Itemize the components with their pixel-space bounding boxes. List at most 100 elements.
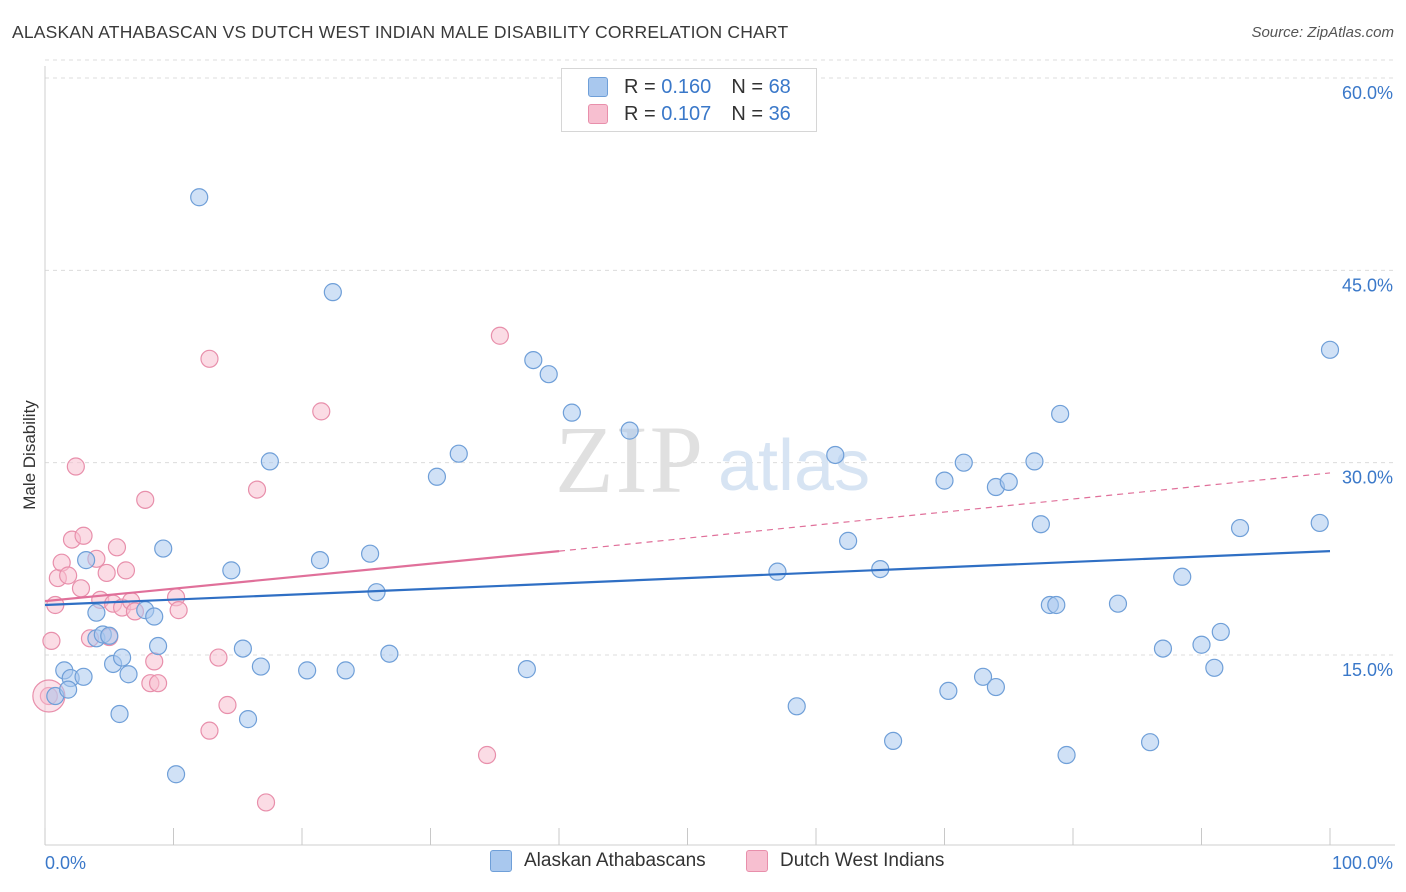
data-point-dutch [200,721,219,740]
source-label: Source: ZipAtlas.com [1251,24,1394,41]
data-point-alaskan [787,697,806,716]
data-point-dutch [209,648,228,667]
data-point-alaskan [190,188,209,207]
data-point-alaskan [1031,515,1050,534]
data-point-alaskan [562,403,581,422]
data-point-alaskan [1310,513,1329,533]
data-point-dutch [97,563,116,583]
data-point-dutch [66,457,85,476]
data-point-dutch [256,793,276,812]
data-point-alaskan [251,657,270,676]
series-alaskan-athabascans [46,188,1340,784]
series-legend: Alaskan Athabascans Dutch West Indians [0,850,1406,878]
data-point-alaskan [883,731,903,751]
trend-lines [44,472,1331,607]
data-point-alaskan [427,467,447,486]
data-point-alaskan [539,365,558,384]
series-dutch-west-indians [32,326,509,812]
data-point-alaskan [1211,622,1230,642]
data-point-alaskan [361,544,380,563]
x-tick-label: 0.0% [45,853,86,873]
data-point-alaskan [939,681,958,701]
correlation-legend: R = 0.160 N = 68 R = 0.107 N = 36 [561,68,817,132]
data-point-alaskan [323,283,342,302]
data-point-alaskan [1047,595,1066,615]
data-point-alaskan [110,704,129,724]
legend-row-alaskan: R = 0.160 N = 68 [588,74,791,100]
legend-r-label: R = [624,75,656,98]
data-point-alaskan [1108,594,1128,613]
y-tick-label: 60.0% [1342,83,1393,103]
legend-n-value: 68 [768,75,791,98]
data-point-dutch [490,326,509,345]
data-point-alaskan [119,665,138,684]
data-point-alaskan [1051,404,1070,424]
data-point-dutch [145,652,164,671]
data-point-dutch [148,674,168,693]
data-point-alaskan [1057,745,1076,765]
data-point-alaskan [336,661,355,680]
legend-n-label: N = [731,75,763,98]
data-point-alaskan [154,539,173,558]
data-point-alaskan [74,667,93,686]
data-point-alaskan [112,648,132,667]
y-tick-label: 45.0% [1342,275,1393,295]
x-tick-label: 100.0% [1332,853,1393,873]
data-point-alaskan [449,444,468,463]
data-point-alaskan [238,710,258,729]
legend-label-dutch: Dutch West Indians [780,850,945,871]
legend-swatch-blue [490,850,512,872]
data-point-alaskan [1192,635,1211,654]
data-point-alaskan [77,551,96,570]
data-point-alaskan [1230,518,1250,538]
data-point-dutch [136,490,155,509]
chart-title: ALASKAN ATHABASCAN VS DUTCH WEST INDIAN … [12,22,789,42]
legend-item-dutch[interactable]: Dutch West Indians [746,850,944,872]
data-point-alaskan [524,350,543,370]
data-point-dutch [169,601,188,620]
data-point-alaskan [826,445,845,465]
grid-lines [45,59,1395,656]
data-point-alaskan [87,603,106,622]
data-point-alaskan [935,471,954,490]
data-point-alaskan [999,472,1018,491]
data-point-alaskan [233,639,252,658]
axes [44,66,1395,846]
legend-swatch-pink [746,850,768,872]
data-point-alaskan [1205,658,1224,677]
legend-label-alaskan: Alaskan Athabascans [524,850,706,871]
data-point-dutch [107,538,127,557]
data-point-alaskan [1320,340,1340,359]
data-point-alaskan [380,644,399,663]
data-point-alaskan [768,562,787,581]
data-point-dutch [74,526,93,545]
data-point-dutch [116,561,136,580]
data-point-alaskan [954,453,973,472]
data-point-dutch [218,695,237,715]
legend-r-label: R = [624,102,656,125]
data-point-alaskan [620,421,639,440]
data-point-dutch [247,480,267,499]
legend-swatch-pink [588,104,608,124]
data-point-alaskan [517,660,536,679]
data-point-alaskan [298,661,317,680]
data-point-dutch [200,349,219,368]
y-tick-label: 30.0% [1342,468,1393,488]
legend-r-value: 0.107 [661,102,712,125]
y-tick-label: 15.0% [1342,660,1393,680]
data-point-alaskan [222,561,241,580]
data-point-alaskan [100,626,119,645]
legend-row-dutch: R = 0.107 N = 36 [588,101,791,127]
data-point-alaskan [260,452,279,471]
legend-item-alaskan[interactable]: Alaskan Athabascans [490,850,706,872]
data-point-alaskan [1173,567,1192,586]
data-point-alaskan [986,677,1006,697]
data-point-alaskan [973,667,993,686]
data-point-alaskan [1025,452,1044,471]
legend-n-value: 36 [768,102,791,125]
watermark-atlas: atlas [718,426,870,506]
data-point-alaskan [1140,733,1160,752]
y-axis-label: Male Disability [20,400,39,510]
data-point-alaskan [148,636,168,656]
